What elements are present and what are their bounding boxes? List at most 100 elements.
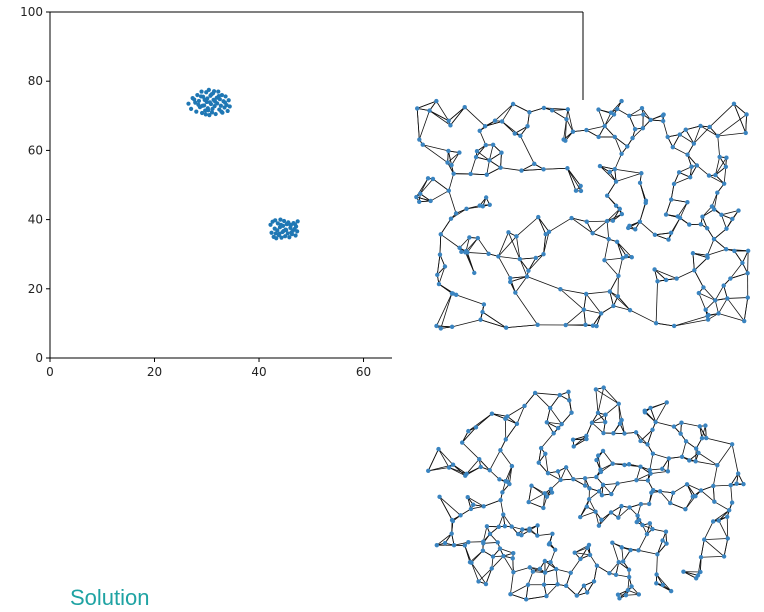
graph-edge <box>595 389 619 405</box>
graph-node <box>723 247 729 252</box>
graph-node <box>637 219 643 224</box>
scatter-point <box>213 111 218 117</box>
graph-edge <box>683 571 697 579</box>
graph-node <box>619 545 624 550</box>
graph-node <box>477 128 482 133</box>
graph-edge <box>521 168 544 171</box>
graph-node <box>616 273 621 279</box>
graph-node <box>638 464 643 469</box>
scatter-point <box>219 109 224 114</box>
graph-edge <box>534 392 551 409</box>
graph-edge <box>571 217 587 223</box>
graph-node <box>567 398 572 403</box>
graph-node <box>543 451 548 457</box>
graph-node <box>674 276 679 281</box>
graph-node <box>626 574 632 580</box>
graph-node <box>698 222 704 227</box>
graph-node <box>683 506 688 512</box>
graph-edge <box>489 160 501 168</box>
graph-edge <box>698 292 716 301</box>
graph-edge <box>489 450 501 471</box>
scatter-point <box>218 103 223 108</box>
graph-edge <box>641 107 651 121</box>
graph-node <box>593 387 599 392</box>
axes: 0 20 40 60 80 100 0 20 40 60 <box>20 5 584 379</box>
graph-edge <box>512 103 530 113</box>
graph-edge <box>723 166 727 184</box>
graph-edge <box>467 496 484 507</box>
graph-node <box>735 471 741 476</box>
graph-edge <box>471 562 479 582</box>
graph-edge <box>579 499 590 518</box>
graph-edge <box>556 568 571 574</box>
graph-edge <box>591 422 604 434</box>
scatter-point <box>206 87 211 92</box>
graph-edge <box>573 438 587 441</box>
graph-edge <box>551 109 567 120</box>
graph-node <box>595 410 601 416</box>
graph-node <box>426 468 431 474</box>
graph-node <box>612 167 618 172</box>
graph-edge <box>526 276 561 290</box>
scatter-point <box>274 236 279 241</box>
graph-node <box>520 527 525 532</box>
graph-node <box>596 134 601 140</box>
graph-node <box>705 253 710 258</box>
scatter-point <box>210 106 215 111</box>
graph-node <box>556 425 561 431</box>
graph-node <box>497 546 503 551</box>
graph-edge <box>713 192 718 210</box>
graph-node <box>678 431 683 436</box>
graph-edge <box>709 103 735 128</box>
graph-node <box>634 519 639 525</box>
graph-edge <box>573 435 587 447</box>
graph-edge <box>727 298 745 322</box>
graph-edge <box>621 547 624 562</box>
graph-node <box>676 170 682 175</box>
graph-edge <box>528 253 544 271</box>
graph-node <box>717 154 722 160</box>
graph-node <box>533 255 538 261</box>
graph-edge <box>636 473 651 481</box>
graph-edge <box>555 569 558 585</box>
graph-node <box>527 528 532 533</box>
graph-node <box>503 325 509 330</box>
graph-node <box>450 462 456 467</box>
graph-node <box>427 108 432 113</box>
graph-node <box>619 417 624 423</box>
graph-edge <box>692 253 695 271</box>
graph-edge <box>606 181 617 196</box>
graph-edge <box>670 502 686 510</box>
graph-edge <box>438 448 450 468</box>
graph-node <box>690 251 696 256</box>
graph-edge <box>714 300 719 314</box>
graph-node <box>446 148 451 154</box>
graph-edge <box>416 108 420 140</box>
graph-node <box>536 460 541 465</box>
graph-edge <box>514 125 528 134</box>
graph-node <box>529 483 534 488</box>
graph-node <box>591 579 597 584</box>
graph-edge <box>565 585 578 596</box>
graph-edge <box>447 152 460 163</box>
graph-node <box>574 593 580 598</box>
graph-node <box>734 481 739 486</box>
graph-node <box>417 199 422 204</box>
graph-edge <box>464 545 471 563</box>
scatter-point <box>186 101 191 106</box>
graph-edge <box>448 150 452 166</box>
graph-edge <box>491 413 506 420</box>
scatter-point <box>223 94 228 99</box>
graph-node <box>705 313 710 319</box>
graph-edge <box>698 452 718 466</box>
graph-edge <box>747 250 749 274</box>
graph-node <box>474 149 480 154</box>
graph-node <box>684 482 690 487</box>
graph-edge <box>712 465 718 487</box>
graph-edge <box>466 458 480 475</box>
graph-node <box>487 468 492 473</box>
graph-node <box>600 482 606 487</box>
graph-node <box>487 531 493 537</box>
graph-edge <box>560 288 587 295</box>
graph-edge <box>537 216 550 233</box>
